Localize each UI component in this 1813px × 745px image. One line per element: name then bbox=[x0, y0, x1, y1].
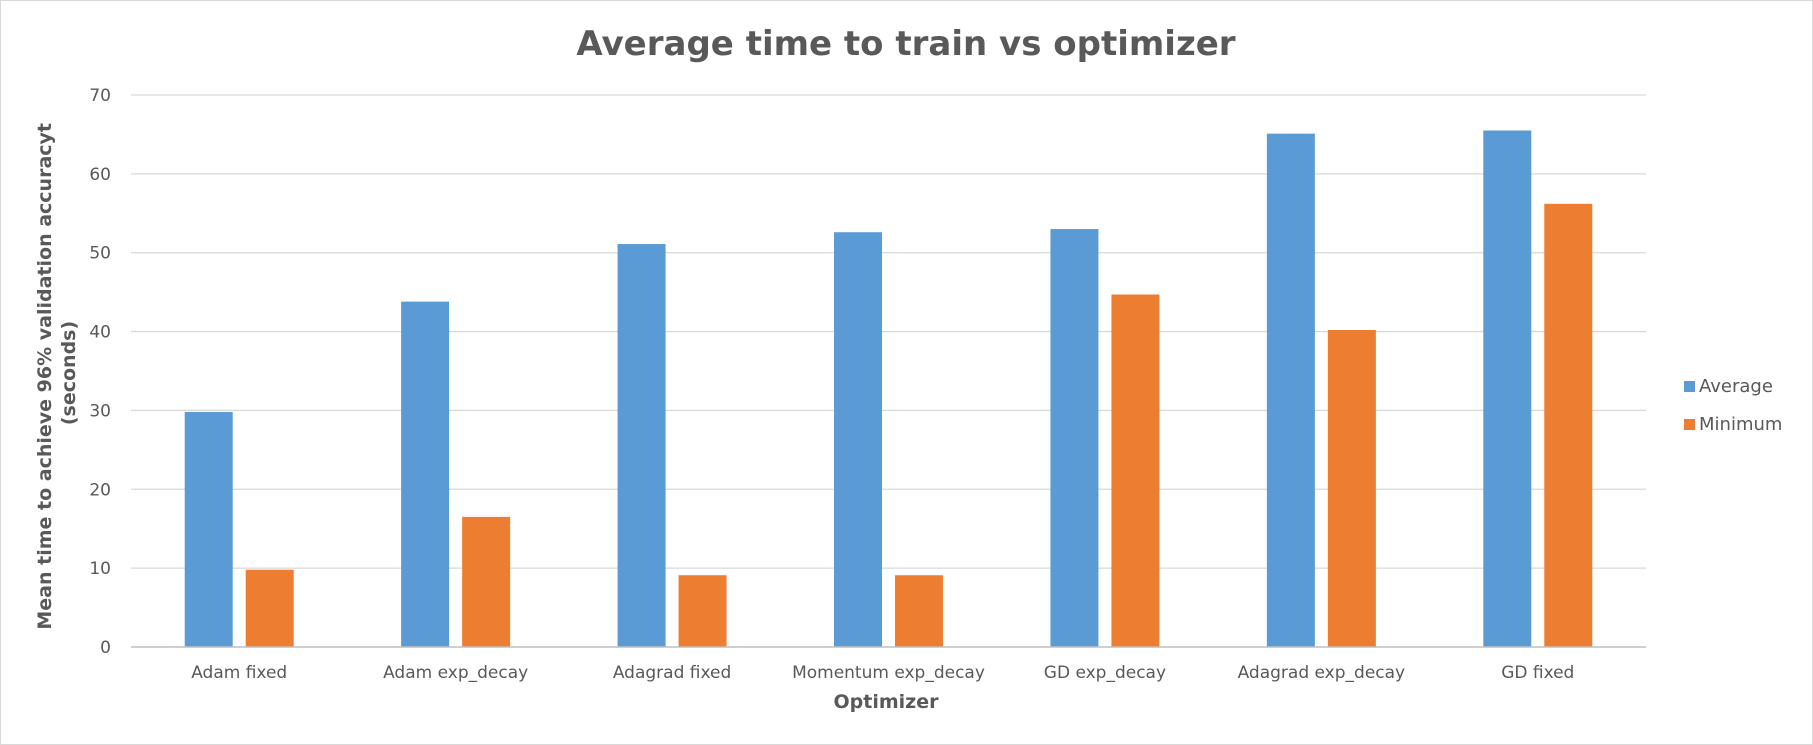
bar-average bbox=[401, 301, 450, 647]
bar-average bbox=[1050, 229, 1099, 648]
legend-label-minimum: Minimum bbox=[1699, 414, 1782, 435]
bar-average bbox=[184, 412, 233, 647]
bar-minimum bbox=[895, 575, 943, 647]
y-axis-title: Mean time to achieve 96% validation accu… bbox=[34, 116, 80, 629]
bar-average bbox=[1266, 133, 1315, 647]
y-tick-label: 50 bbox=[89, 244, 111, 264]
bar-average bbox=[1483, 130, 1532, 647]
bar-minimum bbox=[678, 575, 727, 647]
y-axis-title-line-2: (seconds) bbox=[58, 321, 80, 425]
x-tick-label: Momentum exp_decay bbox=[792, 663, 985, 683]
bar-minimum bbox=[462, 516, 511, 647]
x-tick-label: Adagrad exp_decay bbox=[1238, 663, 1406, 683]
y-tick-label: 40 bbox=[89, 323, 111, 343]
y-tick-label: 0 bbox=[100, 638, 111, 658]
x-tick-label: Adam fixed bbox=[191, 663, 287, 683]
x-tick-label: Adam exp_decay bbox=[383, 663, 528, 683]
y-tick-label: 10 bbox=[89, 559, 111, 579]
legend-swatch-average bbox=[1684, 381, 1695, 392]
x-axis-title: Optimizer bbox=[834, 691, 940, 713]
y-tick-label: 30 bbox=[89, 401, 111, 421]
x-tick-label: GD exp_decay bbox=[1044, 663, 1166, 683]
bar-average bbox=[617, 244, 666, 648]
bar-minimum bbox=[1327, 329, 1376, 647]
x-axis-ticks: Adam fixed Adam exp_decay Adagrad fixed Mom… bbox=[191, 663, 1574, 683]
bar-minimum bbox=[1544, 203, 1593, 647]
y-axis-ticks: 0 10 20 30 40 50 60 70 bbox=[89, 86, 111, 658]
bar-average bbox=[834, 232, 882, 647]
bar-minimum bbox=[1111, 294, 1160, 647]
y-axis-title-line-1: Mean time to achieve 96% validation accu… bbox=[34, 123, 56, 630]
y-tick-label: 60 bbox=[89, 165, 111, 185]
bars bbox=[184, 130, 1593, 648]
legend: Average Minimum bbox=[1684, 376, 1782, 435]
x-tick-label: GD fixed bbox=[1501, 663, 1574, 683]
chart-title: Average time to train vs optimizer bbox=[576, 24, 1235, 64]
bar-minimum bbox=[245, 569, 294, 647]
y-tick-label: 70 bbox=[89, 86, 111, 106]
gridlines bbox=[131, 94, 1646, 569]
legend-label-average: Average bbox=[1699, 376, 1773, 397]
legend-swatch-minimum bbox=[1684, 419, 1695, 430]
x-tick-label: Adagrad fixed bbox=[613, 663, 731, 683]
y-tick-label: 20 bbox=[89, 480, 111, 500]
